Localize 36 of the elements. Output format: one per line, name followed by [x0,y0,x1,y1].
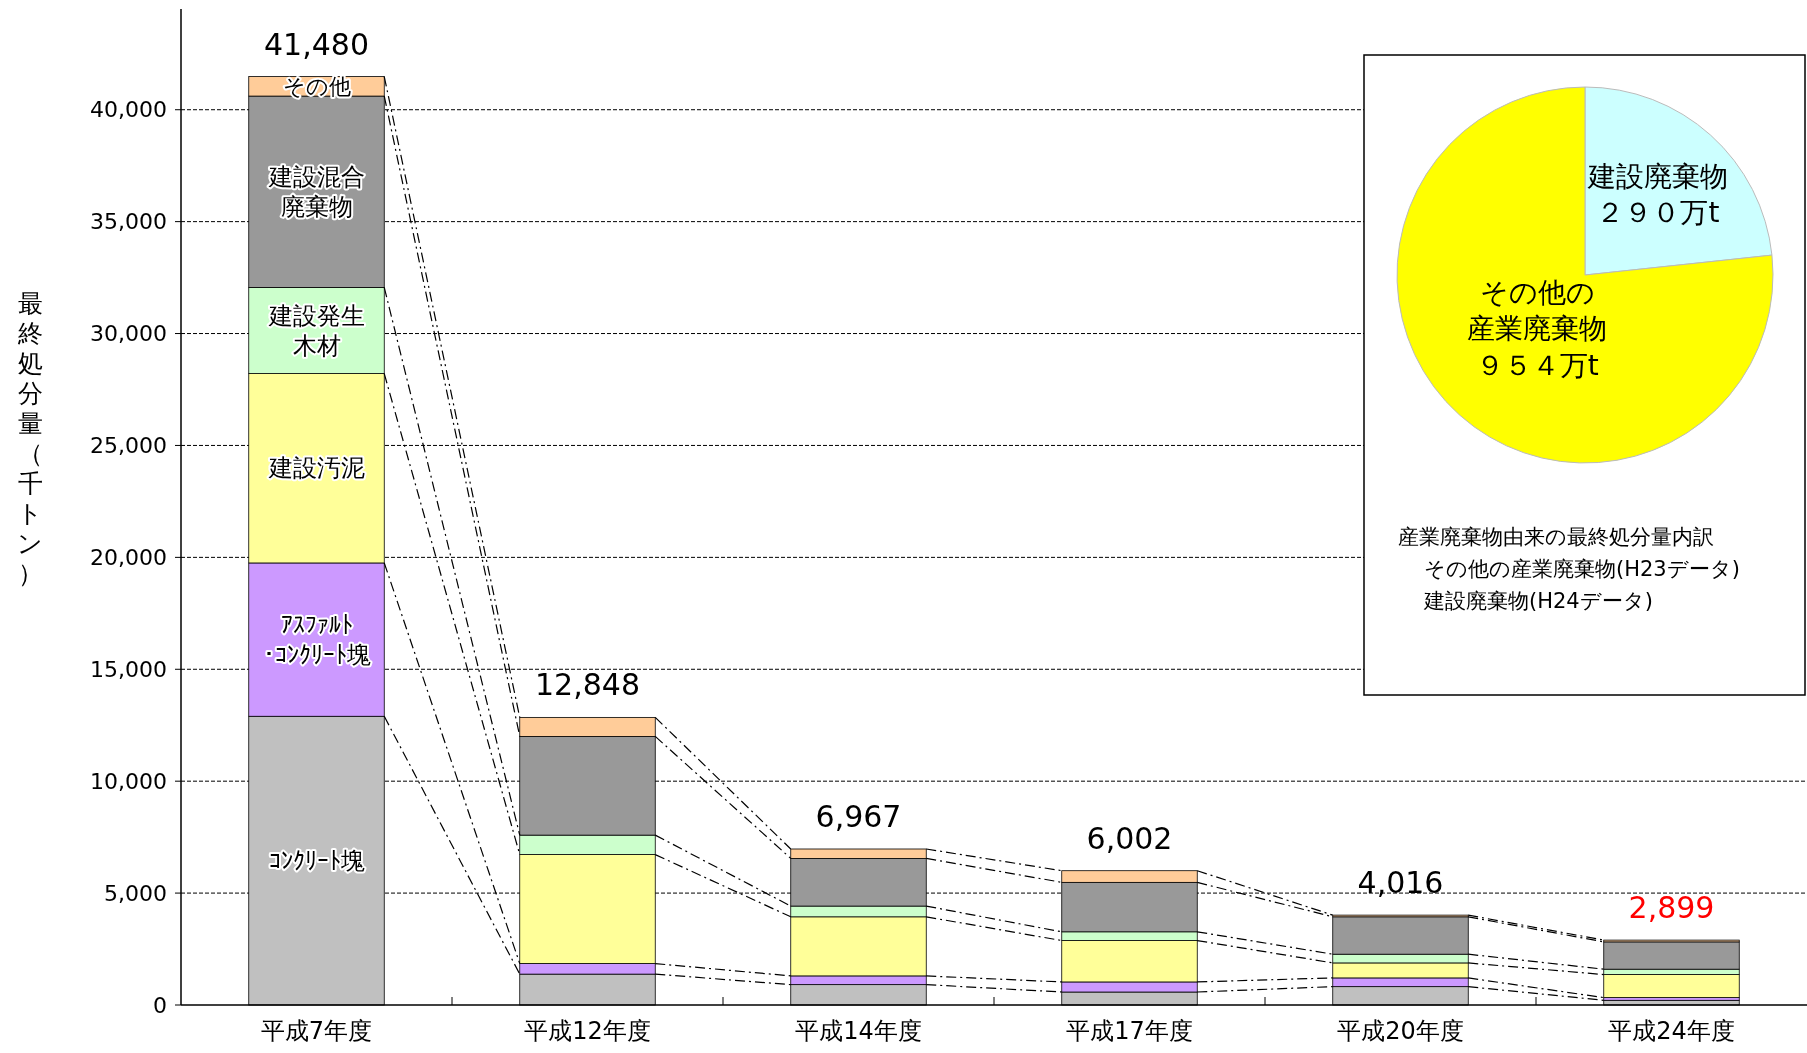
series-label: 建設混合廃棄物 [267,162,365,221]
y-tick-label: 10,000 [90,768,167,794]
series-label: ｺﾝｸﾘｰﾄ塊 [268,846,365,875]
x-tick-label: 平成12年度 [524,1017,651,1045]
y-tick-label: 35,000 [90,209,167,235]
y-tick-label: 5,000 [104,880,167,906]
total-label: 6,002 [1086,820,1173,856]
y-tick-label: 0 [153,992,167,1018]
x-tick-label: 平成24年度 [1608,1017,1735,1045]
y-tick-label: 15,000 [90,656,167,682]
y-tick-label: 25,000 [90,432,167,458]
slice-label: 建設廃棄物 [1586,159,1728,193]
total-label: 6,967 [815,799,902,834]
data-label: ２９０万t [1596,195,1720,229]
total-label: 2,899 [1628,890,1715,926]
total-label: 41,480 [264,26,369,62]
x-tick-label: 平成17年度 [1066,1017,1193,1045]
total-label: 12,848 [535,667,640,703]
y-tick-label: 40,000 [90,97,167,123]
annotation: 建設廃棄物(H24データ) [1423,589,1653,613]
x-tick-label: 平成20年度 [1337,1017,1464,1045]
series-label: その他 [282,73,351,99]
annotation: その他の産業廃棄物(H23データ) [1424,557,1740,581]
text: 最終処分量（千トン） [17,289,43,588]
x-tick-label: 平成14年度 [795,1017,922,1045]
series-label: 建設汚泥 [267,454,365,483]
series-label: ｱｽﾌｧﾙﾄ･ｺﾝｸﾘｰﾄ塊 [262,610,371,669]
series-label: 建設発生木材 [267,301,365,360]
slice-label: その他の産業廃棄物 [1467,275,1608,345]
data-label: ９５４万t [1475,348,1599,382]
annotation: 産業廃棄物由来の最終処分量内訳 [1398,525,1714,549]
total-label: 4,016 [1357,865,1444,901]
pie-slice [1396,86,1774,464]
y-tick-label: 20,000 [90,544,167,570]
x-tick-label: 平成7年度 [260,1017,373,1045]
y-tick-label: 30,000 [90,321,167,347]
